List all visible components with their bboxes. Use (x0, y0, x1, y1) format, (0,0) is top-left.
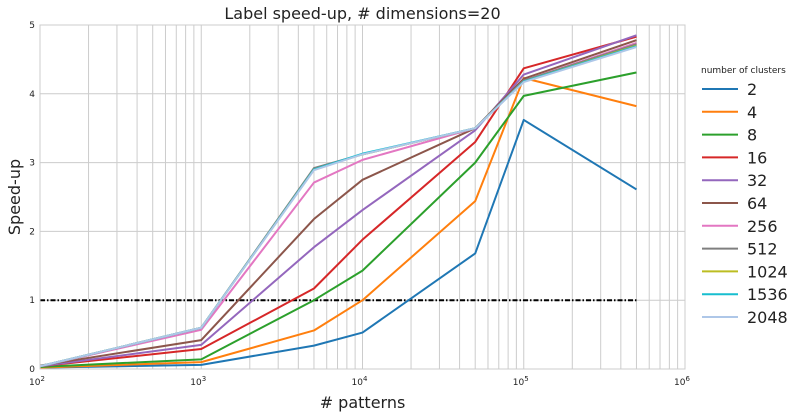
legend-label: 1536 (747, 285, 788, 304)
y-tick-labels: 0 1 2 3 4 5 (29, 21, 35, 375)
legend-label: 1024 (747, 262, 788, 281)
series-line-16 (39, 35, 637, 368)
series-layer (39, 34, 637, 369)
y-tick-label: 1 (29, 296, 35, 306)
series-line-2 (39, 118, 637, 369)
legend: number of clusters 2 4 8 16 32 64 256 512 1024 15… (701, 66, 788, 327)
legend-label: 32 (747, 171, 767, 190)
legend-item-32: 32 (702, 171, 767, 190)
legend-label: 16 (747, 148, 767, 167)
legend-item-64: 64 (702, 194, 767, 213)
y-axis-label: Speed-up (5, 159, 24, 235)
series-line-2048 (39, 46, 637, 368)
x-tick-label: 104 (352, 375, 368, 388)
legend-item-16: 16 (702, 148, 767, 167)
series-line-64 (39, 39, 637, 367)
legend-title: number of clusters (701, 66, 786, 76)
legend-item-8: 8 (702, 126, 757, 145)
y-tick-label: 2 (29, 227, 35, 237)
y-tick-label: 0 (29, 365, 35, 375)
y-tick-label: 4 (29, 90, 35, 100)
y-tick-label: 5 (29, 21, 35, 31)
legend-items: 2 4 8 16 32 64 256 512 1024 1536 2048 (702, 80, 788, 327)
x-tick-label: 105 (513, 375, 529, 388)
series-line-8 (39, 71, 637, 368)
legend-item-256: 256 (702, 217, 778, 236)
legend-label: 256 (747, 217, 778, 236)
legend-label: 8 (747, 126, 757, 145)
legend-item-2: 2 (702, 80, 757, 99)
y-tick-label: 3 (29, 159, 35, 169)
chart-title: Label speed-up, # dimensions=20 (224, 4, 500, 23)
legend-item-4: 4 (702, 103, 757, 122)
x-tick-label: 106 (674, 375, 690, 388)
series-line-32 (39, 34, 637, 368)
legend-item-1024: 1024 (702, 262, 788, 281)
legend-label: 64 (747, 194, 767, 213)
x-tick-labels: 102 103 104 105 106 (29, 375, 690, 388)
legend-item-1536: 1536 (702, 285, 788, 304)
x-tick-label: 102 (29, 375, 45, 388)
x-axis-label: # patterns (320, 393, 406, 412)
x-tick-label: 103 (190, 375, 206, 388)
legend-label: 4 (747, 103, 757, 122)
legend-label: 512 (747, 240, 778, 259)
legend-item-512: 512 (702, 240, 778, 259)
plot-frame (39, 24, 686, 370)
legend-label: 2 (747, 80, 757, 99)
legend-item-2048: 2048 (702, 308, 788, 327)
legend-label: 2048 (747, 308, 788, 327)
